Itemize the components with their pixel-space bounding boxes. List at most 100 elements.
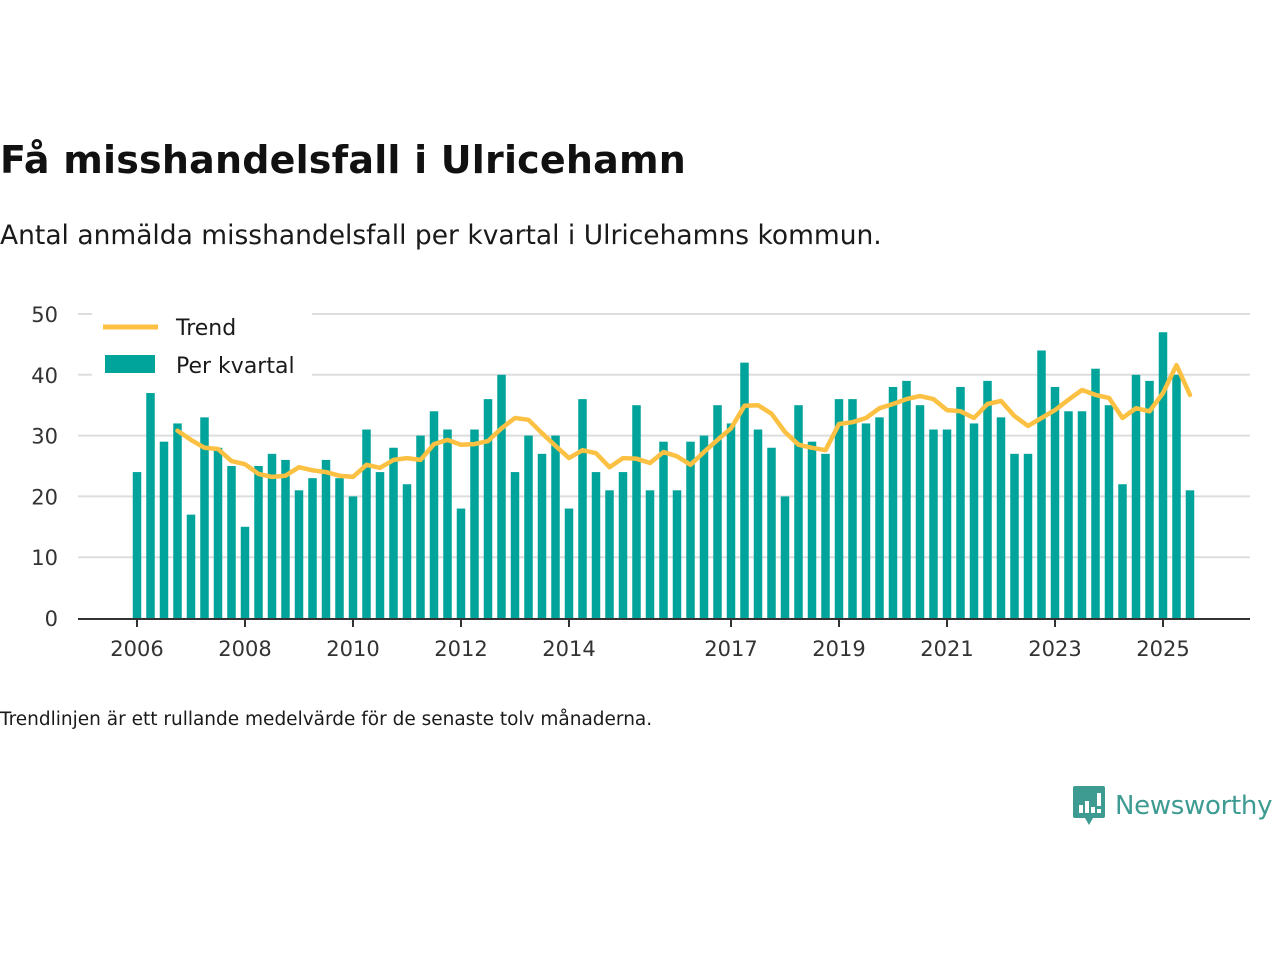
- bar: [267, 453, 277, 618]
- bar: [497, 374, 506, 618]
- chart-title: Få misshandelsfall i Ulricehamn: [0, 138, 687, 182]
- bar: [132, 472, 142, 618]
- x-tick-label: 2012: [434, 637, 487, 661]
- newsworthy-logo[interactable]: Newsworthy: [1072, 785, 1272, 827]
- x-tick-label: 2025: [1136, 637, 1189, 661]
- bar: [510, 472, 520, 618]
- bar: [186, 514, 196, 618]
- bar: [240, 526, 250, 618]
- bar: [213, 447, 223, 618]
- bar: [861, 423, 871, 618]
- bar-chart-speech-bubble-icon: [1073, 786, 1105, 825]
- y-axis: 0 10 20 30 40 50: [31, 303, 58, 631]
- bar: [348, 496, 358, 618]
- bar: [362, 429, 371, 618]
- bar: [1037, 350, 1046, 618]
- bar: [1064, 411, 1073, 618]
- legend-bar-swatch: [105, 355, 155, 373]
- bar: [875, 417, 884, 618]
- bar: [605, 490, 614, 618]
- bar: [996, 417, 1006, 618]
- bar: [1091, 368, 1100, 618]
- bar: [659, 441, 668, 618]
- bar: [915, 405, 925, 618]
- bar: [294, 490, 304, 618]
- bar: [1050, 386, 1060, 618]
- bar: [402, 484, 412, 618]
- bar: [1077, 411, 1087, 618]
- bar: [564, 508, 574, 618]
- x-tick-label: 2010: [326, 637, 379, 661]
- bar: [929, 429, 938, 618]
- line-series-trend: [175, 362, 1193, 480]
- bar: [942, 429, 952, 618]
- bar: [281, 459, 290, 618]
- bar: [672, 490, 682, 618]
- bar: [254, 466, 263, 618]
- bar: [389, 447, 398, 618]
- x-tick-label: 2023: [1028, 637, 1081, 661]
- legend-trend-label: Trend: [175, 316, 236, 341]
- bar: [416, 435, 425, 618]
- bar: [726, 423, 736, 618]
- bar: [767, 447, 776, 618]
- bar: [375, 472, 385, 618]
- bar: [1118, 484, 1127, 618]
- bar: [159, 441, 169, 618]
- brand-name: Newsworthy: [1115, 791, 1273, 821]
- bar: [1158, 332, 1168, 618]
- bar: [429, 411, 439, 618]
- y-tick-label: 50: [31, 303, 58, 327]
- bar: [902, 380, 911, 618]
- bar: [983, 380, 992, 618]
- bar: [443, 429, 452, 618]
- bar: [740, 362, 749, 618]
- bar: [753, 429, 763, 618]
- bar: [551, 435, 560, 618]
- y-tick-label: 20: [31, 485, 58, 509]
- bar: [848, 399, 857, 618]
- x-tick-label: 2006: [110, 637, 163, 661]
- x-tick-label: 2017: [704, 637, 757, 661]
- bar: [1104, 405, 1114, 618]
- x-tick-label: 2008: [218, 637, 271, 661]
- bar: [618, 472, 628, 618]
- bar: [308, 478, 317, 618]
- y-tick-label: 0: [45, 607, 58, 631]
- chart: 2006 2008 2010 2012 2014 2017 2019 2021 2023 2025…: [31, 303, 1250, 661]
- bar: [456, 508, 466, 618]
- bar: [821, 453, 830, 618]
- y-tick-label: 30: [31, 425, 58, 449]
- chart-subtitle: Antal anmälda misshandelsfall per kvarta…: [0, 220, 882, 251]
- bar: [1172, 374, 1181, 618]
- bar: [632, 405, 641, 618]
- bar: [645, 490, 655, 618]
- bar: [483, 399, 493, 618]
- footnote: Trendlinjen är ett rullande medelvärde f…: [0, 709, 653, 730]
- bar: [969, 423, 979, 618]
- y-tick-label: 40: [31, 364, 58, 388]
- bar: [699, 435, 709, 618]
- bar: [591, 472, 601, 618]
- bar: [146, 393, 155, 618]
- bar: [1145, 380, 1154, 618]
- legend: Trend Per kvartal: [92, 307, 312, 381]
- bar: [321, 459, 331, 618]
- bar-series-per-kvartal: [132, 332, 1195, 618]
- bar: [713, 405, 722, 618]
- bar: [200, 417, 209, 618]
- bar: [1131, 374, 1141, 618]
- bar: [794, 405, 803, 618]
- bar: [1185, 490, 1195, 618]
- bar: [807, 441, 817, 618]
- trend-line: [175, 362, 1193, 480]
- bar: [524, 435, 533, 618]
- bar: [888, 386, 898, 618]
- x-tick-label: 2019: [812, 637, 865, 661]
- x-tick-label: 2014: [542, 637, 595, 661]
- bar: [578, 399, 587, 618]
- y-tick-label: 10: [31, 546, 58, 570]
- bar: [335, 478, 344, 618]
- bar: [227, 466, 236, 618]
- x-tick-label: 2021: [920, 637, 973, 661]
